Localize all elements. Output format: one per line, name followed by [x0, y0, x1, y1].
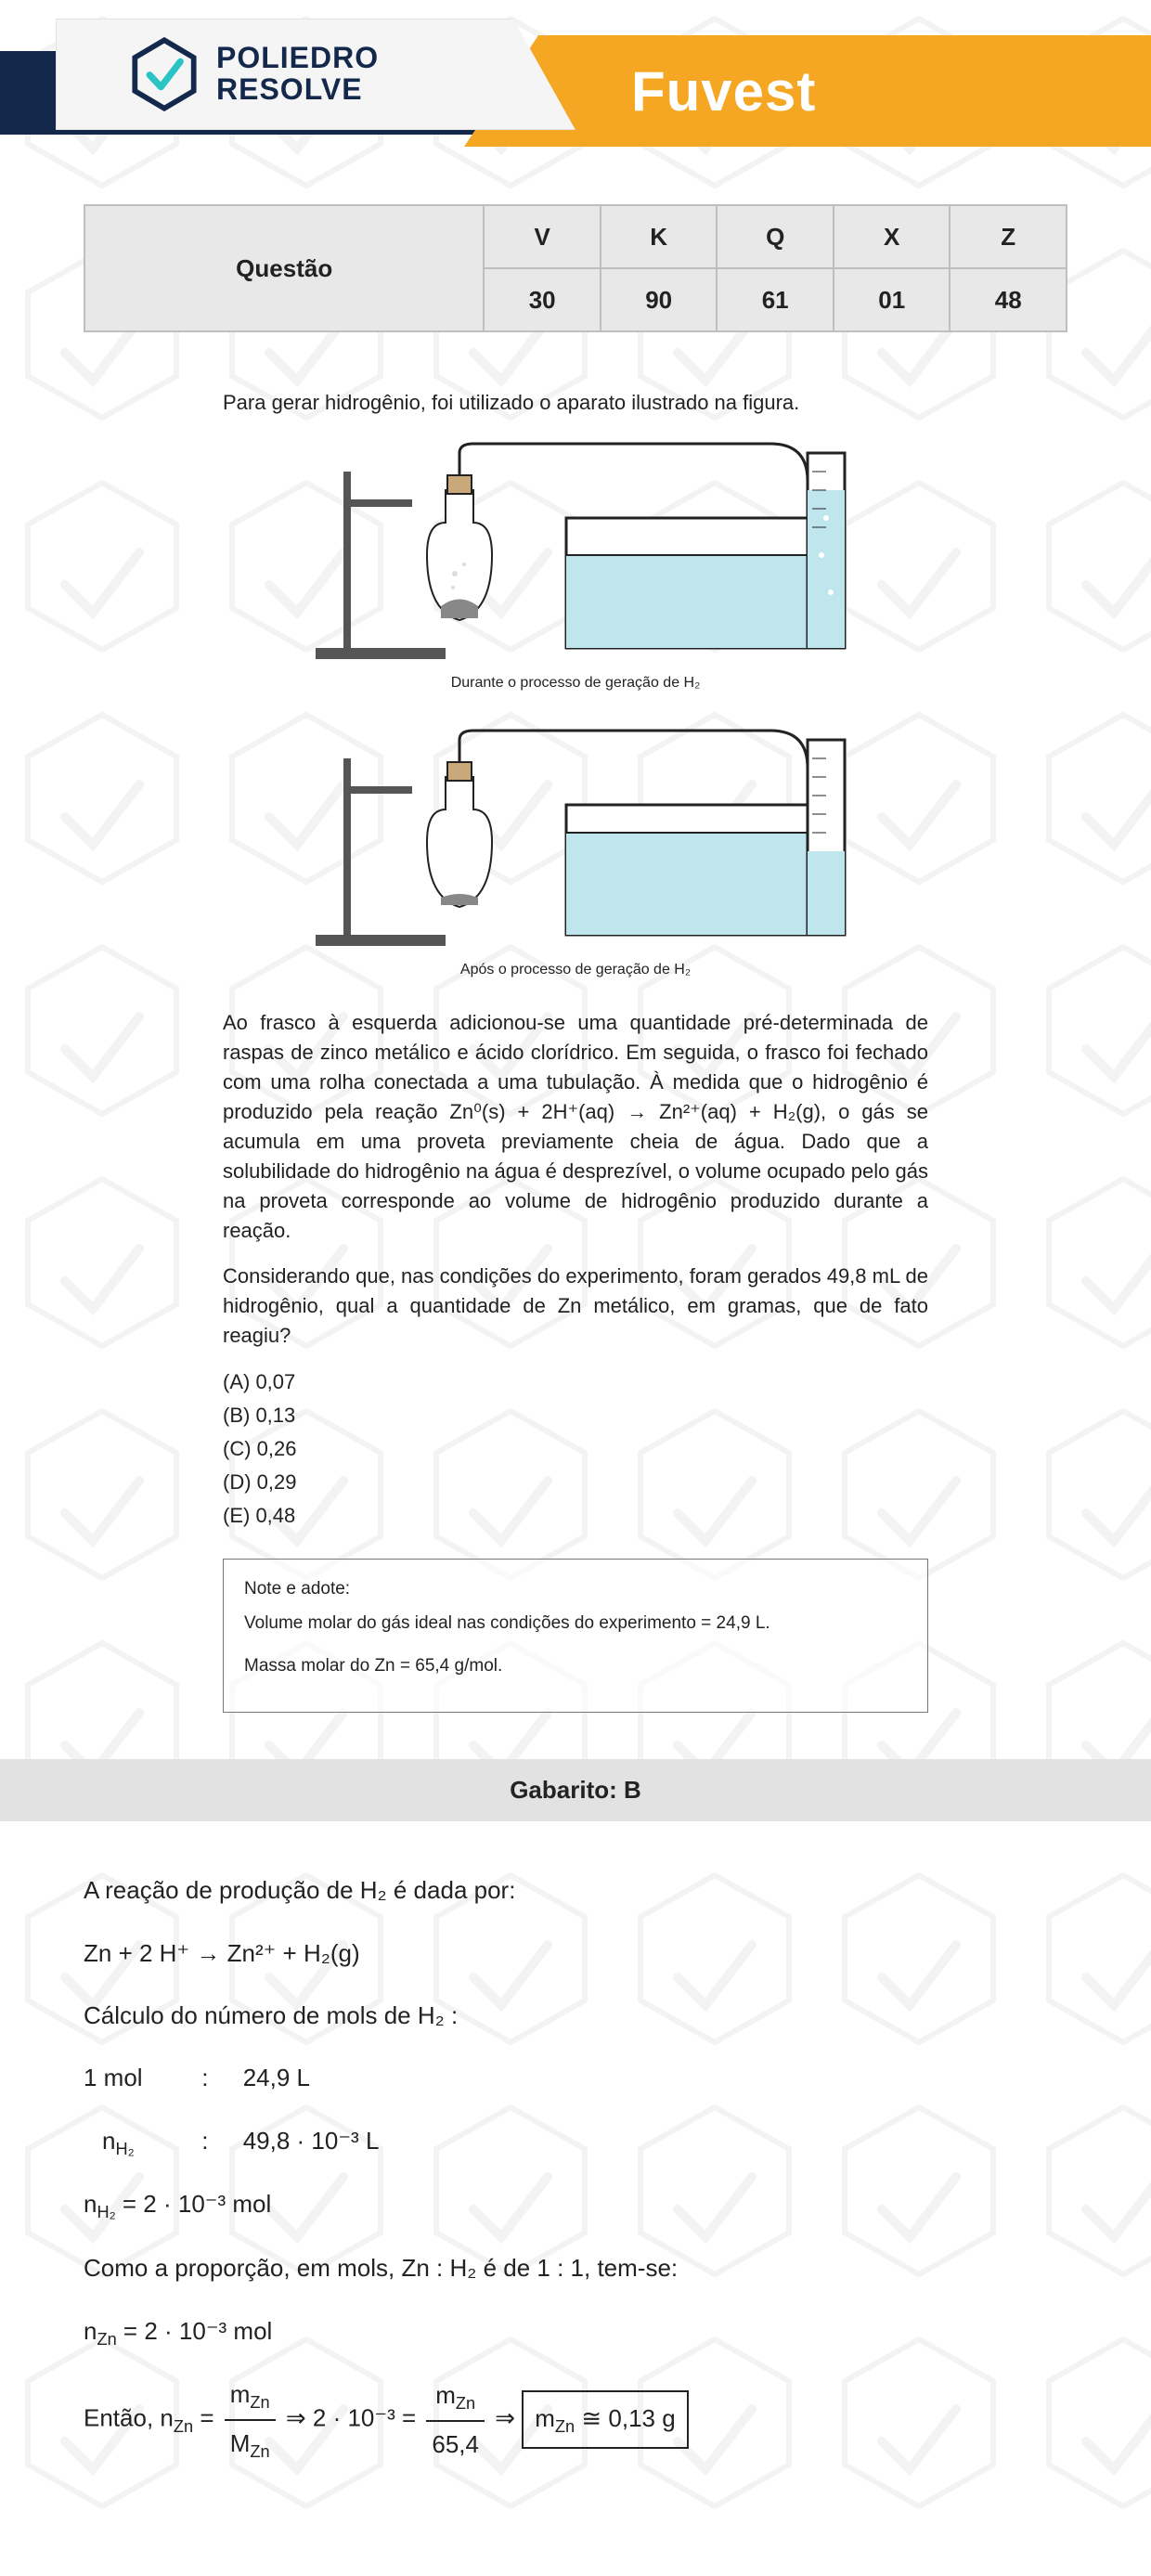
brand-logo-plate: POLIEDRO RESOLVE: [56, 19, 576, 130]
col-X: X: [834, 205, 951, 268]
sol-line-3: Como a proporção, em mols, Zn : H₂ é de …: [84, 2246, 1067, 2291]
brand-line1: POLIEDRO: [216, 43, 379, 74]
hex-check-icon: [131, 37, 198, 111]
option-C: (C) 0,26: [223, 1434, 928, 1464]
note-line-1: Volume molar do gás ideal nas condições …: [244, 1611, 907, 1637]
sol-line-2: Cálculo do número de mols de H₂ :: [84, 1993, 1067, 2039]
brand-line2: RESOLVE: [216, 74, 379, 106]
val-X: 01: [834, 268, 951, 331]
solution-body: A reação de produção de H₂ é dada por: Z…: [84, 1868, 1067, 2468]
question-paragraph-1: Ao frasco à esquerda adicionou-se uma qu…: [223, 1008, 928, 1245]
page-header: Fuvest POLIEDRO RESOLVE: [0, 0, 1151, 158]
question-index-table: Questão V K Q X Z 30 90 61 01 48: [84, 204, 1067, 332]
question-intro: Para gerar hidrogênio, foi utilizado o a…: [223, 388, 928, 418]
question-body: Para gerar hidrogênio, foi utilizado o a…: [223, 388, 928, 1713]
option-D: (D) 0,29: [223, 1468, 928, 1497]
sol-final-line: Então, nZn = mZn MZn ⇒ 2 · 10⁻³ = mZn 65…: [84, 2372, 1067, 2468]
col-V: V: [484, 205, 601, 268]
note-line-2: Massa molar do Zn = 65,4 g/mol.: [244, 1653, 907, 1679]
option-E: (E) 0,48: [223, 1501, 928, 1531]
val-Q: 61: [717, 268, 834, 331]
apparatus-caption-1: Durante o processo de geração de H₂: [223, 672, 928, 693]
note-box: Note e adote: Volume molar do gás ideal …: [223, 1559, 928, 1714]
apparatus-diagram-during: [288, 434, 863, 667]
val-K: 90: [601, 268, 718, 331]
sol-result-2: nZn = 2 · 10⁻³ mol: [84, 2309, 1067, 2356]
val-Z: 48: [950, 268, 1067, 331]
header-orange-banner: Fuvest: [464, 35, 1151, 147]
val-V: 30: [484, 268, 601, 331]
option-B: (B) 0,13: [223, 1401, 928, 1430]
col-Q: Q: [717, 205, 834, 268]
note-title: Note e adote:: [244, 1576, 907, 1602]
sol-eq-1: Zn + 2 H⁺ → Zn²⁺ + H₂(g): [84, 1931, 1067, 1976]
table-rowlabel: Questão: [84, 205, 484, 331]
sol-ratio-row2: nH₂ : 49,8 · 10⁻³ L: [84, 2118, 1067, 2166]
option-A: (A) 0,07: [223, 1367, 928, 1397]
answer-options: (A) 0,07 (B) 0,13 (C) 0,26 (D) 0,29 (E) …: [223, 1367, 928, 1530]
apparatus-diagram-after: [288, 721, 863, 953]
apparatus-caption-2: Após o processo de geração de H₂: [223, 959, 928, 980]
sol-result-1: nH₂ = 2 · 10⁻³ mol: [84, 2181, 1067, 2229]
final-answer-box: mZn ≅ 0,13 g: [522, 2390, 688, 2449]
question-paragraph-2: Considerando que, nas condições do exper…: [223, 1262, 928, 1351]
col-K: K: [601, 205, 718, 268]
sol-line-1: A reação de produção de H₂ é dada por:: [84, 1868, 1067, 1913]
exam-name: Fuvest: [631, 59, 816, 123]
col-Z: Z: [950, 205, 1067, 268]
brand-text: POLIEDRO RESOLVE: [216, 43, 379, 105]
answer-key-bar: Gabarito: B: [0, 1759, 1151, 1821]
sol-ratio-row1: 1 mol : 24,9 L: [84, 2055, 1067, 2101]
